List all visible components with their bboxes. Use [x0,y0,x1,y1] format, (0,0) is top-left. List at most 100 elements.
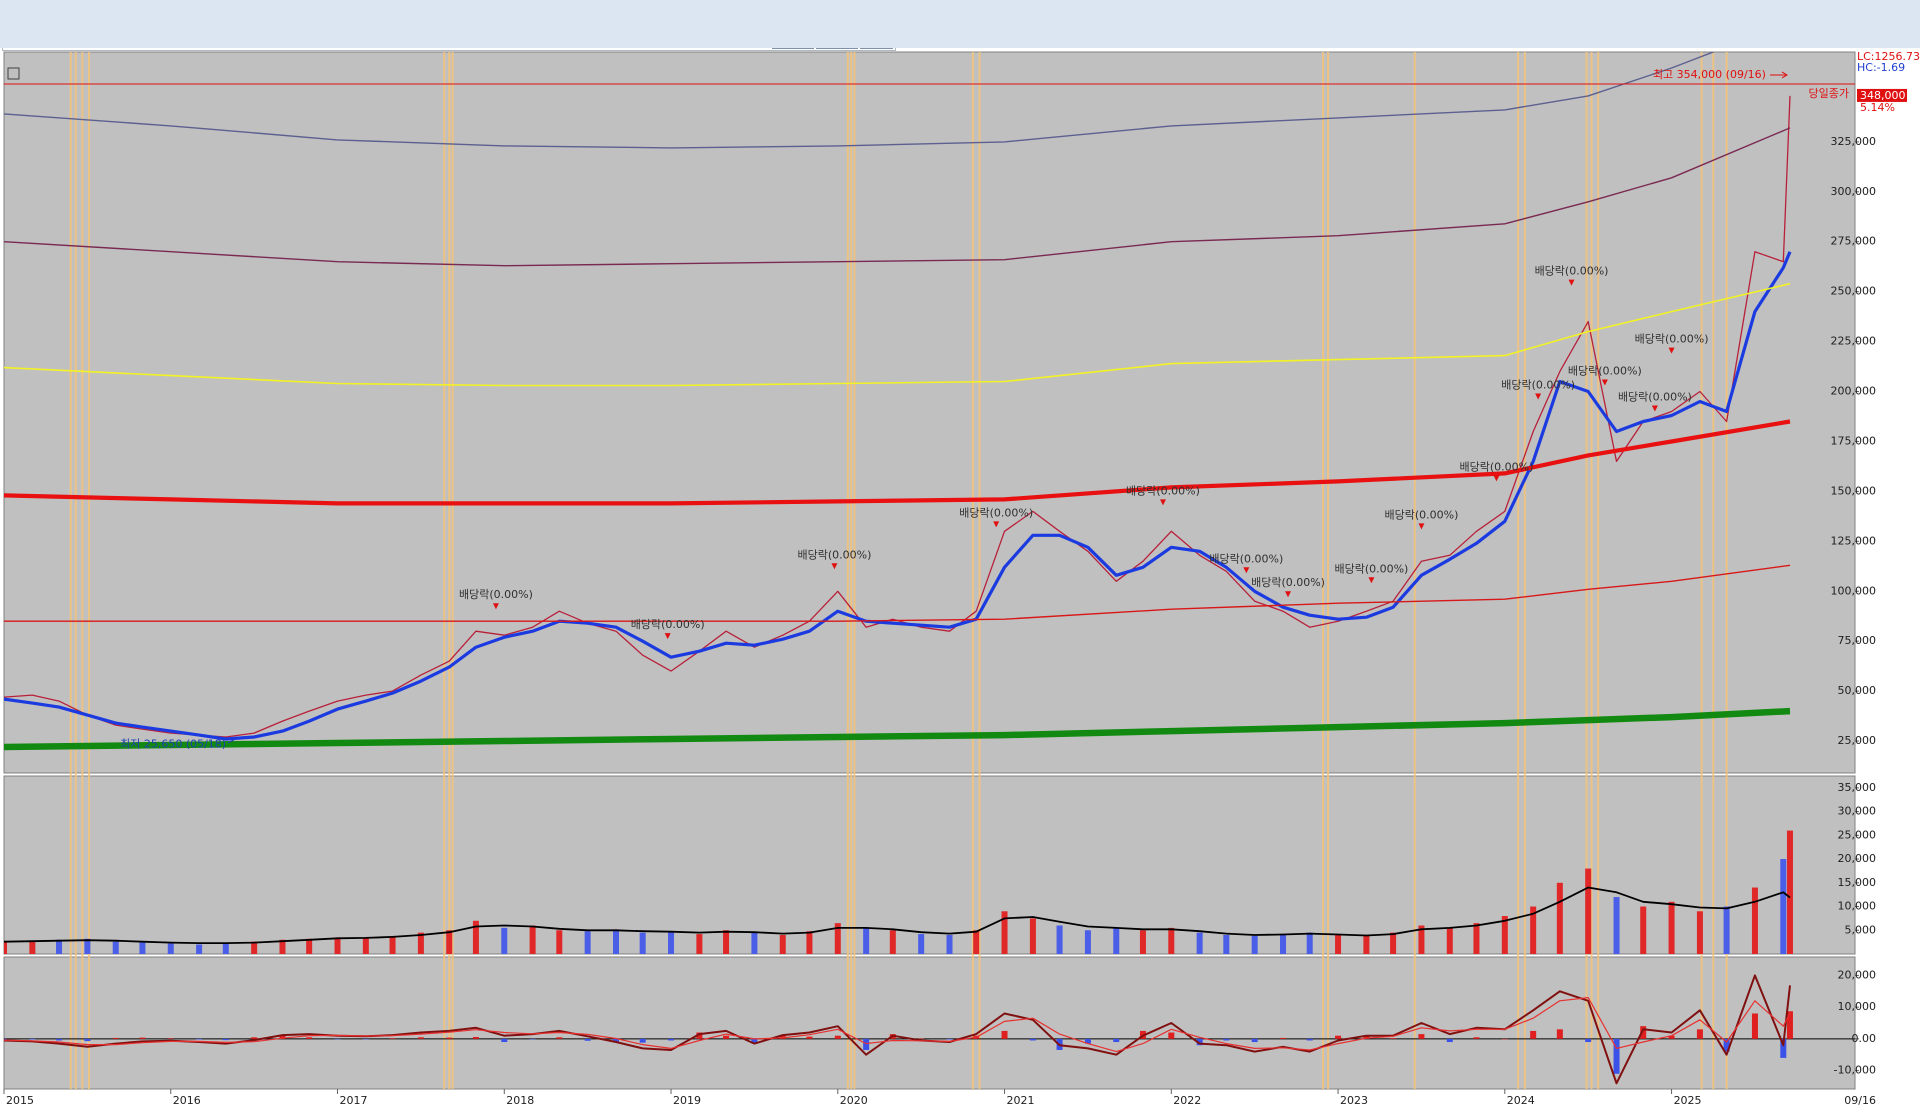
bar [1084,930,1091,954]
dividend-arrow [664,633,671,640]
bar [806,1036,813,1039]
bar [723,930,730,954]
x-tick-label: 2017 [340,1094,368,1107]
price-panel [3,51,1856,774]
bar [1001,911,1008,954]
y-tick-label: 75,000 [1838,634,1877,647]
bar [1418,1034,1425,1039]
bar [1668,1035,1675,1039]
bar [1335,935,1342,954]
highlights [69,52,1728,1089]
bar [1056,925,1063,954]
bar [1780,1038,1787,1058]
y-tick-label: -10,000 [1834,1064,1876,1077]
bar [1780,859,1787,954]
x-tick-label: 2023 [1340,1094,1368,1107]
oscillator-panel [3,956,1856,1090]
panel-icon [7,67,20,80]
bar [167,943,174,954]
bar [1168,927,1175,954]
high-label: 최고 354,000 (09/16) [1653,68,1766,81]
bar [1223,1038,1230,1041]
dividend-label: 배당락(0.00%) [1384,508,1458,521]
x-tick-label: 2018 [506,1094,534,1107]
bar [1696,911,1703,954]
bar [1473,1037,1480,1039]
series-line [4,419,1791,506]
bar [279,939,286,954]
bar [751,1038,758,1044]
bar [362,1038,369,1040]
bar [1306,932,1313,954]
y-tick-label: 20,000 [1838,852,1877,865]
bar [1113,927,1120,954]
bar [222,1038,229,1041]
bar [362,938,369,954]
bar [668,1038,675,1041]
dividend-label: 배당락(0.00%) [959,506,1033,519]
dividend-arrow [1568,279,1575,286]
close-caption: 당일종가 [1809,86,1849,100]
bar [584,1038,591,1041]
bar [139,942,146,954]
dividend-arrow [1535,393,1542,400]
high-arrow [1769,71,1788,79]
bar [196,1038,203,1040]
bar [1390,1038,1397,1039]
bar [1723,906,1730,954]
y-tick-label: 275,000 [1831,235,1877,248]
bar [1029,918,1036,954]
bar [1196,932,1203,954]
dividend-arrow [993,521,1000,528]
dividend-label: 배당락(0.00%) [1568,365,1642,378]
x-tick-label: 2019 [673,1094,701,1107]
oscillator-plot [4,974,1855,1085]
bar [29,1038,36,1040]
close-box [1857,88,1907,102]
y-tick-label: 325,000 [1831,135,1877,148]
bar [446,930,453,954]
volume-panel [3,775,1856,955]
y-tick-label: 20,000 [1838,968,1877,981]
bar [222,943,229,954]
bar [1306,1038,1313,1041]
bar [1668,901,1675,954]
close-label: 348,000 [1860,89,1906,102]
y-tick-label: 30,000 [1838,805,1877,818]
bar [334,937,341,954]
dividend-label: 배당락(0.00%) [1460,460,1534,473]
bar [1786,1011,1793,1039]
bar [1556,1029,1563,1039]
dividend-label: 배당락(0.00%) [1209,552,1283,565]
bar [389,1038,396,1039]
x-tick-label: 2024 [1507,1094,1535,1107]
bar [1473,923,1480,954]
bar [834,923,841,954]
bar [1640,1026,1647,1039]
series-line [4,974,1791,1085]
y-tick-label: 10,000 [1838,900,1877,913]
bar [196,944,203,954]
bar [1446,1038,1453,1043]
bar [251,941,258,954]
bar [779,935,786,954]
dividend-arrow [831,563,838,570]
series-line [4,707,1791,751]
bar [889,930,896,954]
bar [1640,906,1647,954]
y-tick-label: 100,000 [1831,584,1877,597]
bar [556,1037,563,1039]
bar [84,1038,91,1042]
bar [1363,935,1370,954]
bar [1251,1038,1258,1043]
bar [918,1038,925,1040]
bar [1613,897,1620,954]
series-line [4,997,1791,1053]
bar [1168,1032,1175,1039]
bar [1501,916,1508,954]
bar [279,1035,286,1039]
bar [84,938,91,954]
bar [1001,1030,1008,1039]
y-tick-label: 5,000 [1845,923,1877,936]
